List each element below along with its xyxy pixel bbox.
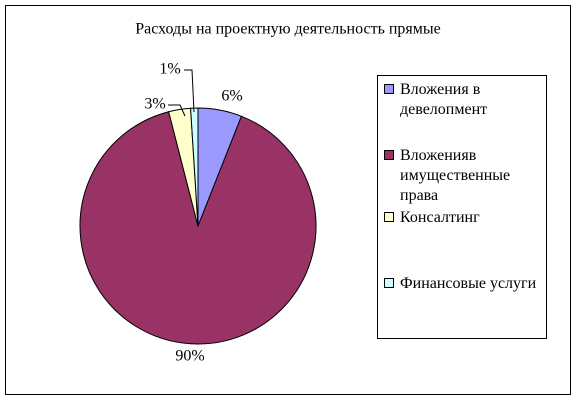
chart-title: Расходы на проектную деятельность прямые bbox=[135, 21, 441, 38]
legend-label: Вложенияв имущественные права bbox=[400, 147, 511, 204]
pie-slice bbox=[79, 111, 317, 345]
leader-line bbox=[168, 104, 186, 117]
legend-swatch bbox=[384, 84, 394, 94]
legend-box bbox=[377, 75, 547, 339]
data-label: 1% bbox=[159, 61, 180, 78]
data-label: 6% bbox=[221, 88, 242, 105]
legend-label: Финансовые услуги bbox=[400, 275, 537, 292]
data-label: 90% bbox=[175, 348, 204, 365]
legend-swatch bbox=[384, 150, 394, 160]
leader-line bbox=[184, 69, 195, 113]
data-label: 3% bbox=[144, 96, 165, 113]
legend-swatch bbox=[384, 278, 394, 288]
legend-label: Консалтинг bbox=[400, 209, 480, 226]
legend-label: Вложения в девелопмент bbox=[400, 81, 488, 118]
legend-swatch bbox=[384, 212, 394, 222]
